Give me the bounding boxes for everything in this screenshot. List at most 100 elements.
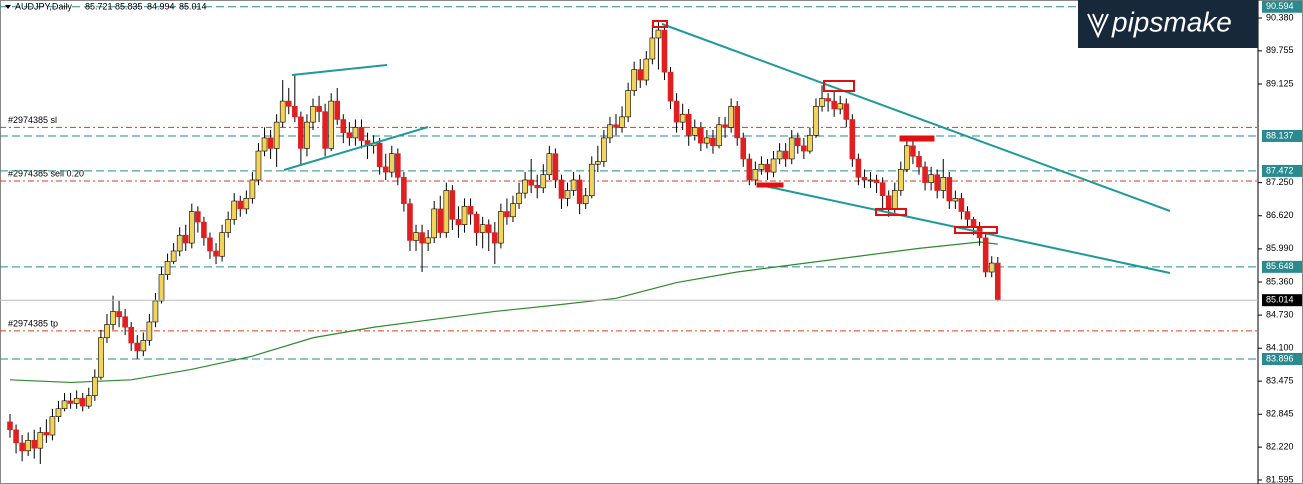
candle-body — [625, 90, 631, 118]
level-box — [1262, 164, 1302, 177]
candle-body — [528, 179, 534, 186]
candle-body — [388, 153, 395, 173]
header-close: 85.014 — [179, 1, 207, 11]
candle-body — [104, 324, 110, 339]
candle-body — [292, 106, 298, 118]
candle-body — [667, 71, 674, 102]
candle-body — [273, 121, 280, 149]
marker-box — [756, 182, 784, 188]
candle-body — [31, 439, 38, 449]
candle-body — [358, 127, 365, 141]
candle-body — [679, 113, 686, 123]
candle-body — [352, 127, 359, 139]
logo-box — [1078, 0, 1258, 48]
trendline — [759, 184, 1171, 274]
level-label: 90.594 — [1266, 1, 1294, 11]
candle-body — [710, 137, 716, 147]
candle-body — [734, 106, 741, 139]
trendline — [283, 126, 429, 171]
candle-body — [698, 127, 704, 144]
candle-body — [249, 179, 256, 199]
y-tick-label: 84.730 — [1266, 310, 1294, 320]
candle-body — [661, 29, 668, 73]
level-box — [1262, 352, 1302, 365]
candle-body — [340, 119, 347, 133]
candle-body — [449, 190, 456, 220]
level-box — [1262, 260, 1302, 273]
candle-body — [261, 137, 268, 152]
candle-body — [649, 37, 656, 60]
candle-body — [728, 106, 734, 128]
candle-body — [601, 137, 607, 162]
level-box — [1262, 129, 1302, 142]
candle-body — [219, 232, 225, 257]
candle-body — [328, 100, 334, 149]
level-box — [1262, 0, 1302, 13]
candle-body — [691, 127, 698, 136]
y-tick-label: 81.595 — [1266, 474, 1294, 484]
candle-body — [885, 195, 892, 210]
candle-body — [140, 340, 147, 352]
header-open: 85.721 — [85, 1, 113, 11]
candle-body — [407, 203, 413, 241]
candle-body — [958, 198, 965, 212]
candle-body — [73, 397, 80, 404]
candle-body — [740, 137, 747, 160]
marker-box — [875, 208, 907, 216]
candle-body — [298, 116, 304, 149]
candle-body — [110, 311, 116, 325]
candle-body — [25, 439, 31, 452]
y-tick-label: 83.475 — [1266, 376, 1294, 386]
candle-body — [582, 195, 589, 204]
candle-body — [982, 237, 989, 273]
y-tick-label: 89.125 — [1266, 78, 1294, 88]
trendline — [661, 23, 1171, 212]
candle-body — [637, 69, 644, 81]
candle-body — [952, 198, 959, 202]
candle-body — [940, 177, 947, 191]
candle-body — [643, 58, 650, 81]
trendline — [291, 64, 388, 76]
candle-body — [867, 179, 874, 182]
candle-body — [419, 232, 425, 244]
candle-body — [849, 119, 856, 160]
candle-body — [794, 137, 801, 147]
marker-box — [954, 226, 998, 234]
candle-body — [904, 145, 910, 170]
logo: pipsmake — [1078, 0, 1258, 48]
candle-body — [213, 250, 219, 257]
candle-body — [43, 432, 50, 436]
candle-body — [425, 237, 431, 244]
candle-body — [540, 174, 547, 189]
order-label: #2974385 sell 0.20 — [8, 168, 84, 178]
candle-body — [928, 174, 934, 183]
candle-body — [576, 179, 583, 204]
candle-body — [831, 100, 837, 110]
candle-body — [498, 211, 504, 244]
candle-body — [134, 342, 141, 352]
candle-body — [861, 177, 868, 181]
candle-body — [516, 192, 522, 204]
candle-body — [685, 113, 692, 136]
candle-body — [504, 211, 510, 218]
candle-body — [395, 153, 401, 178]
candle-body — [807, 134, 813, 152]
order-label: #2974385 tp — [8, 318, 58, 328]
header-arrow — [5, 5, 11, 9]
candle-body — [37, 432, 44, 449]
candle-body — [55, 408, 62, 417]
candle-body — [964, 211, 971, 220]
candle-body — [189, 211, 195, 244]
candle-body — [946, 177, 953, 202]
candle-body — [322, 111, 328, 149]
candle-body — [843, 103, 850, 120]
order-label: #2974385 sl — [8, 115, 57, 125]
candle-body — [401, 177, 407, 204]
candle-body — [770, 158, 777, 173]
candle-body — [207, 237, 213, 252]
y-tick-label: 84.100 — [1266, 343, 1294, 353]
candle-body — [704, 137, 710, 144]
candle-body — [182, 234, 189, 244]
